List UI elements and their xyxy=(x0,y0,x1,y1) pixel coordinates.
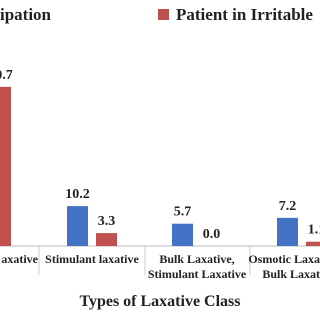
data-label: 40.7 xyxy=(0,68,13,83)
bar xyxy=(67,206,88,246)
x-tick-label: Stimulant laxative xyxy=(45,252,139,266)
data-label: 1.1 xyxy=(308,223,320,238)
legend-label: Patient in Irritable xyxy=(176,5,313,24)
data-label: 10.2 xyxy=(65,187,90,202)
legend-swatch xyxy=(158,9,169,20)
bar xyxy=(172,223,193,246)
bar xyxy=(306,241,320,246)
bar xyxy=(0,86,11,246)
x-tick-label: Osmotic Laxa xyxy=(248,252,320,266)
legend-label: ipation xyxy=(0,5,52,24)
x-axis-title: Types of Laxative Class xyxy=(79,293,240,310)
x-tick-label: axative xyxy=(1,252,38,266)
data-label: 0.0 xyxy=(203,227,221,242)
data-label: 3.3 xyxy=(98,214,116,229)
data-label: 7.2 xyxy=(279,199,297,214)
data-label: 5.7 xyxy=(174,205,192,220)
bar xyxy=(277,217,298,246)
x-tick-label: Bulk Laxative, xyxy=(159,252,234,266)
bar xyxy=(96,233,117,246)
x-tick-label: Bulk Laxat xyxy=(262,267,320,281)
x-tick-label: Stimulant Laxative xyxy=(148,267,247,281)
